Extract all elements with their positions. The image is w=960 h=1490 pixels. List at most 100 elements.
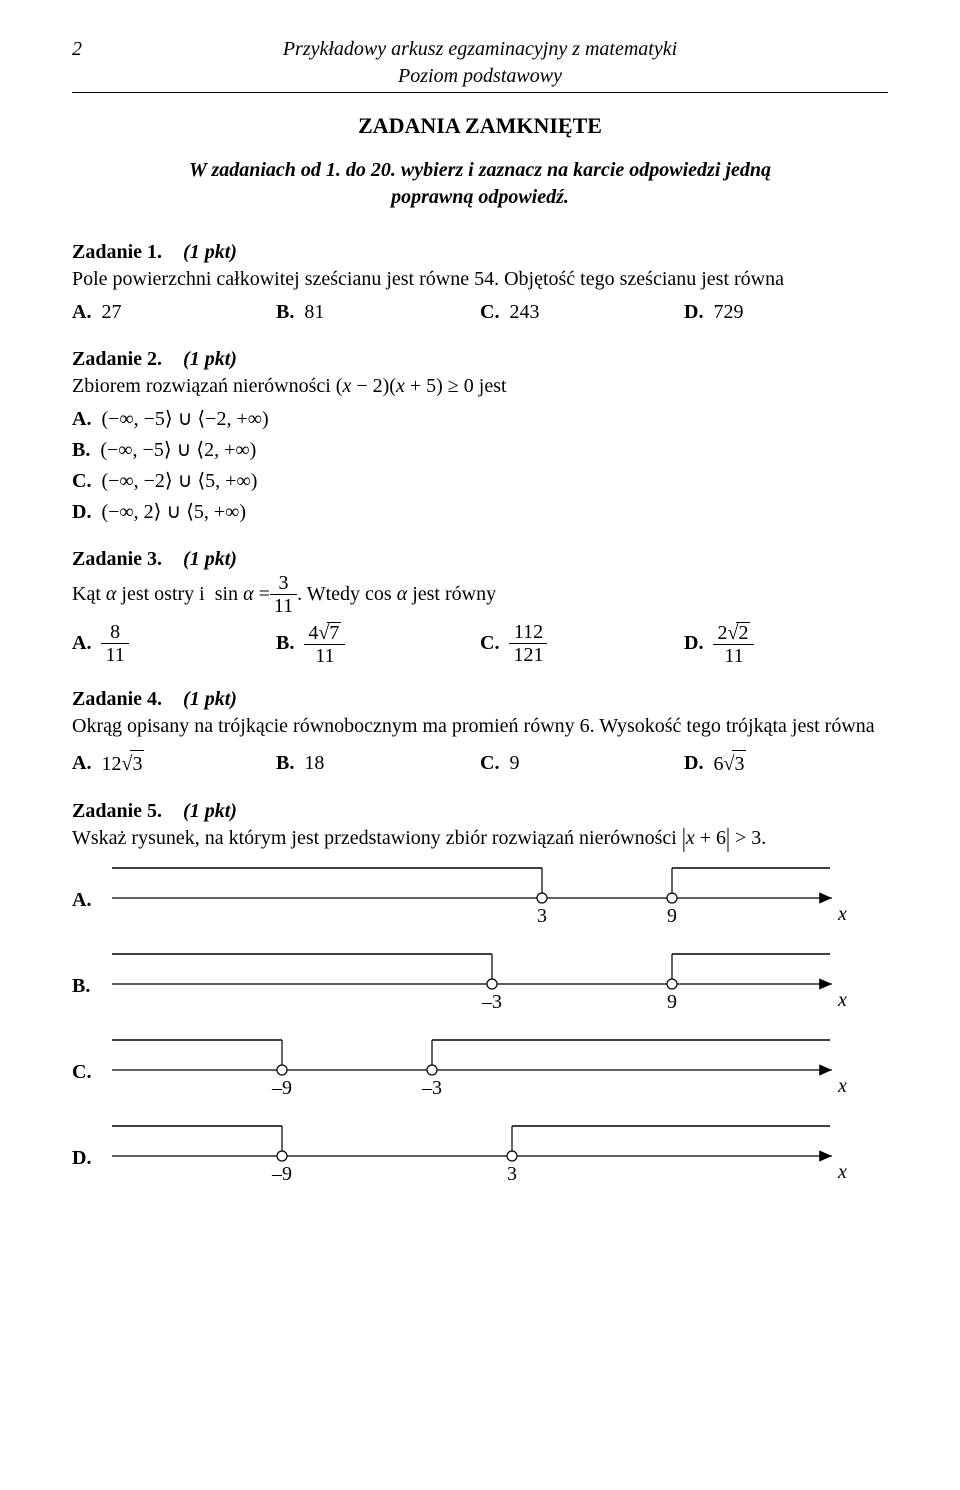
task-2-option-a: A.(−∞, −5⟩ ∪ ⟨−2, +∞) (72, 406, 888, 433)
task-2-heading: Zadanie 2. (1 pkt) (72, 346, 888, 373)
task-2-text: Zbiorem rozwiązań nierówności (x − 2)(x … (72, 373, 888, 400)
task-5-post: . (761, 827, 766, 849)
task-2: Zadanie 2. (1 pkt) Zbiorem rozwiązań nie… (72, 346, 888, 526)
number-line-row-a: A.39x (72, 864, 888, 928)
task-2-option-d: D.(−∞, 2⟩ ∪ ⟨5, +∞) (72, 499, 888, 526)
instructions-line-2: poprawną odpowiedź. (391, 186, 569, 208)
task-4-option-c-value: 9 (509, 750, 519, 777)
task-1-option-d-value: 729 (713, 299, 743, 326)
task-2-option-d-value: (−∞, 2⟩ ∪ ⟨5, +∞) (101, 501, 246, 523)
section-title: ZADANIA ZAMKNIĘTE (72, 111, 888, 141)
task-2-options: A.(−∞, −5⟩ ∪ ⟨−2, +∞) B.(−∞, −5⟩ ∪ ⟨2, +… (72, 406, 888, 526)
task-5-gt: > 3 (730, 827, 761, 849)
task-1-options: A.27 B.81 C.243 D.729 (72, 299, 888, 326)
instructions: W zadaniach od 1. do 20. wybierz i zazna… (72, 157, 888, 211)
task-1-option-b: B.81 (276, 299, 480, 326)
task-2-option-c-value: (−∞, −2⟩ ∪ ⟨5, +∞) (101, 470, 257, 492)
task-2-text-post: jest (479, 375, 507, 397)
task-5-heading: Zadanie 5. (1 pkt) (72, 798, 888, 825)
number-line-row-d: D. –9 3 x (72, 1122, 888, 1186)
header-line-2: Poziom podstawowy (100, 63, 860, 90)
page-number: 2 (72, 36, 100, 63)
task-4-option-b: B.18 (276, 750, 480, 778)
task-4-option-d-value: 63 (713, 750, 746, 778)
task-3-text: Kąt α jest ostry i sin α = 3 11 . Wtedy … (72, 573, 888, 616)
task-3-frac-num: 3 (270, 573, 297, 595)
page-header: 2 Przykładowy arkusz egzaminacyjny z mat… (72, 36, 888, 93)
task-1: Zadanie 1. (1 pkt) Pole powierzchni całk… (72, 239, 888, 326)
task-2-text-pre: Zbiorem rozwiązań nierówności (72, 375, 336, 397)
task-2-formula: (x − 2)(x + 5) ≥ 0 (336, 375, 474, 397)
svg-text:–9: –9 (271, 1163, 292, 1185)
task-1-title: Zadanie 1. (72, 241, 162, 263)
task-4-heading: Zadanie 4. (1 pkt) (72, 686, 888, 713)
task-1-option-a: A.27 (72, 299, 276, 326)
task-5-text: Wskaż rysunek, na którym jest przedstawi… (72, 825, 888, 852)
task-3-title: Zadanie 3. (72, 548, 162, 570)
task-5-text-pre: Wskaż rysunek, na którym jest przedstawi… (72, 827, 682, 849)
svg-text:x: x (837, 903, 847, 925)
task-4-options: A.123 B.18 C.9 D.63 (72, 750, 888, 778)
task-5-title: Zadanie 5. (72, 800, 162, 822)
task-5: Zadanie 5. (1 pkt) Wskaż rysunek, na któ… (72, 798, 888, 852)
task-3-option-d-value: 2211 (713, 622, 754, 666)
task-1-text: Pole powierzchni całkowitej sześcianu je… (72, 266, 888, 293)
task-2-option-b-value: (−∞, −5⟩ ∪ ⟨2, +∞) (100, 439, 256, 461)
svg-text:–3: –3 (421, 1077, 442, 1099)
svg-text:9: 9 (667, 905, 677, 927)
task-1-heading: Zadanie 1. (1 pkt) (72, 239, 888, 266)
task-3-text-1: Kąt α jest ostry i sin α = (72, 581, 270, 608)
task-3-option-b: B. 4711 (276, 622, 480, 666)
instructions-line-1: W zadaniach od 1. do 20. wybierz i zazna… (189, 159, 771, 181)
number-line-svg: 3 9 x (112, 864, 888, 928)
number-line-svg: –9 3 x (112, 1122, 888, 1186)
task-1-option-a-value: 27 (101, 299, 121, 326)
number-line-svg: –9 –3 x (112, 1036, 888, 1100)
task-1-option-d: D.729 (684, 299, 888, 326)
task-3-option-a: A. 811 (72, 622, 276, 665)
task-1-points: (1 pkt) (183, 241, 237, 263)
task-3-option-d: D. 2211 (684, 622, 888, 666)
task-3-text-2: . Wtedy cos α jest równy (297, 581, 496, 608)
task-4-option-c: C.9 (480, 750, 684, 778)
number-line-svg: –3 9 x (112, 950, 888, 1014)
task-3-option-c: C. 112121 (480, 622, 684, 665)
task-5-points: (1 pkt) (183, 800, 237, 822)
task-2-points: (1 pkt) (183, 348, 237, 370)
task-2-title: Zadanie 2. (72, 348, 162, 370)
task-3-option-c-value: 112121 (509, 622, 547, 665)
task-3-options: A. 811 B. 4711 C. 112121 D. 2211 (72, 622, 888, 666)
task-3-option-b-value: 4711 (304, 622, 345, 666)
svg-text:3: 3 (507, 1163, 517, 1185)
svg-text:9: 9 (667, 991, 677, 1013)
svg-text:3: 3 (537, 905, 547, 927)
svg-text:x: x (837, 1161, 847, 1183)
task-4-title: Zadanie 4. (72, 688, 162, 710)
task-4-option-b-value: 18 (304, 750, 324, 777)
number-line-row-b: B.–39x (72, 950, 888, 1014)
task-1-option-c-value: 243 (509, 299, 539, 326)
page: 2 Przykładowy arkusz egzaminacyjny z mat… (0, 0, 960, 1490)
number-line-label: D. (72, 1145, 112, 1186)
svg-text:–9: –9 (271, 1077, 292, 1099)
task-3-frac-den: 11 (270, 595, 297, 616)
svg-text:–3: –3 (481, 991, 502, 1013)
svg-text:x: x (837, 1075, 847, 1097)
task-3-points: (1 pkt) (183, 548, 237, 570)
task-3-frac: 3 11 (270, 573, 297, 616)
task-2-option-b: B.(−∞, −5⟩ ∪ ⟨2, +∞) (72, 437, 888, 464)
task-3-option-a-value: 811 (101, 622, 128, 665)
number-line-row-c: C.–9–3x (72, 1036, 888, 1100)
header-center: Przykładowy arkusz egzaminacyjny z matem… (100, 36, 860, 90)
number-lines: A.39xB.–39xC.–9–3xD.–93x (72, 864, 888, 1186)
svg-text:x: x (837, 989, 847, 1011)
header-line-1: Przykładowy arkusz egzaminacyjny z matem… (100, 36, 860, 63)
task-4-option-a: A.123 (72, 750, 276, 778)
task-4-option-d: D.63 (684, 750, 888, 778)
task-3-heading: Zadanie 3. (1 pkt) (72, 546, 888, 573)
task-4-option-a-value: 123 (101, 750, 144, 778)
task-4-points: (1 pkt) (183, 688, 237, 710)
task-2-option-a-value: (−∞, −5⟩ ∪ ⟨−2, +∞) (101, 408, 268, 430)
task-4-text: Okrąg opisany na trójkącie równobocznym … (72, 713, 888, 740)
task-4: Zadanie 4. (1 pkt) Okrąg opisany na trój… (72, 686, 888, 778)
